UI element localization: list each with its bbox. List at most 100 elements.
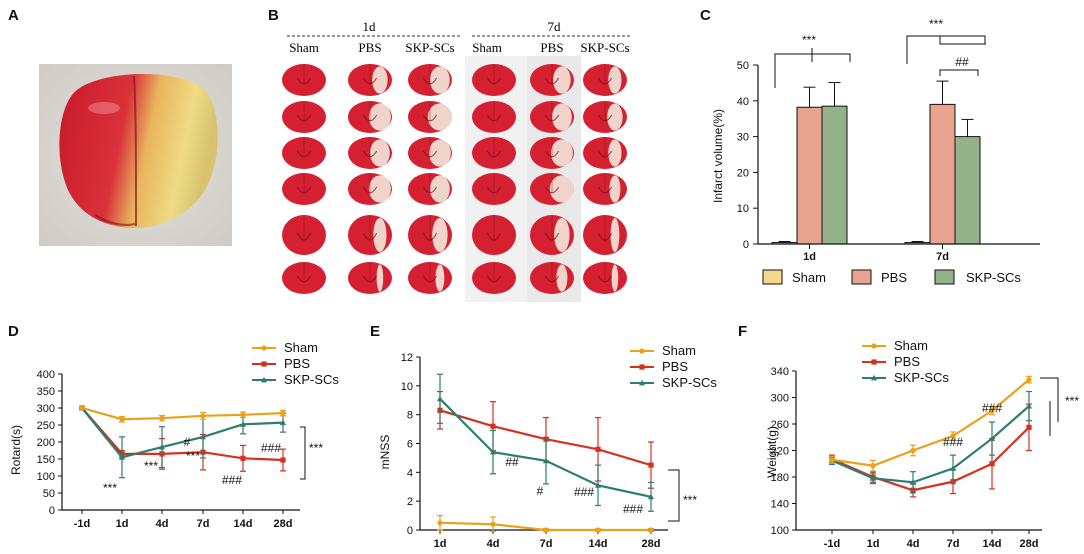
- chart-f-point-skp-scs: [870, 475, 876, 481]
- chart-d-xtick-label: 7d: [197, 518, 210, 530]
- chart-f-ytick-label: 300: [771, 393, 789, 405]
- chart-e-ytick-label: 0: [407, 525, 413, 537]
- chart-f-ytick-label: 260: [771, 419, 789, 431]
- chart-f-ytick-label: 220: [771, 446, 789, 458]
- chart-c-bracket-1d: [774, 48, 851, 88]
- chart-f-xtick-label: 28d: [1020, 538, 1039, 550]
- chart-d-legend-marker-pbs: [261, 361, 267, 367]
- chart-d-legend-label-sham: Sham: [284, 340, 318, 355]
- chart-c-bracket-7d-hash: [939, 69, 979, 76]
- chart-d-annotation: ***: [103, 481, 117, 495]
- time-header-1d: 1d: [363, 19, 377, 34]
- chart-d-legend-label-pbs: PBS: [284, 356, 310, 371]
- chart-c-xtick-label: 1d: [803, 251, 816, 263]
- chart-e-legend-marker-pbs: [639, 364, 645, 370]
- chart-d-ytick-label: 250: [37, 420, 55, 432]
- chart-d-annotation: ###: [261, 441, 281, 455]
- chart-e-point-sham: [648, 527, 654, 533]
- col-header-skp-1d: SKP-SCs: [405, 40, 454, 55]
- chart-d-ytick-label: 0: [49, 505, 55, 517]
- chart-d-annotation: ***: [186, 449, 200, 463]
- chart-e-ytick-label: 2: [407, 496, 413, 508]
- chart-f-point-skp-scs: [910, 479, 916, 485]
- chart-d-line-pbs: [81, 407, 284, 462]
- slice-lesion-4-1: [373, 218, 387, 252]
- chart-e-ylabel: mNSS: [378, 435, 392, 470]
- slice-lesion-1-5: [607, 103, 623, 131]
- chart-e-legend-marker-sham: [639, 348, 645, 354]
- brain-fissure: [133, 75, 137, 227]
- slice-lesion-2-5: [608, 139, 622, 167]
- chart-f-line-skp-scs: [831, 405, 1030, 484]
- chart-c-xtick-label: 7d: [936, 251, 949, 263]
- chart-d-ytick-label: 400: [37, 369, 55, 381]
- chart-e-annotation: ###: [623, 502, 643, 516]
- chart-d-xtick-label: -1d: [74, 518, 91, 530]
- chart-d-legend-marker-sham: [261, 345, 267, 351]
- chart-f-xtick-label: 14d: [983, 538, 1002, 550]
- slice-lesion-1-4: [552, 103, 572, 131]
- chart-e-xtick-label: 14d: [589, 538, 608, 550]
- chart-e-point-skp-scs: [543, 457, 549, 464]
- chart-e-xtick-label: 4d: [487, 538, 500, 550]
- chart-f-annotation: ***: [1065, 394, 1079, 408]
- chart-d-point-sham: [280, 410, 286, 416]
- chart-d-point-skp-scs: [200, 433, 206, 440]
- slice-lesion-0-4: [553, 66, 571, 94]
- chart-f-point-sham: [829, 457, 835, 463]
- chart-f-significance-bracket: [1040, 377, 1059, 436]
- chart-e-annotation: #: [537, 484, 544, 498]
- chart-d-ytick-label: 350: [37, 386, 55, 398]
- chart-c-ytick-label: 50: [737, 60, 749, 72]
- chart-d-point-pbs: [240, 455, 246, 461]
- slice-lesion-2-1: [370, 139, 390, 167]
- chart-e-legend-label-sham: Sham: [662, 343, 696, 358]
- time-header-7d: 7d: [548, 19, 562, 34]
- chart-e-xtick-label: 28d: [642, 538, 661, 550]
- chart-e-point-skp-scs: [437, 395, 443, 402]
- chart-d-point-skp-scs: [280, 419, 286, 426]
- chart-e-legend-label-skp-scs: SKP-SCs: [662, 375, 717, 390]
- slice-lesion-1-2: [427, 103, 452, 131]
- chart-d-point-sham: [159, 415, 165, 421]
- slice-lesion-3-5: [609, 175, 621, 203]
- chart-f-legend-marker-skp-scs: [871, 374, 877, 381]
- chart-d-annotation: ***: [309, 441, 323, 455]
- chart-e-ytick-label: 8: [407, 410, 413, 422]
- chart-e-point-pbs: [648, 462, 654, 468]
- chart-d-xtick-label: 1d: [116, 518, 129, 530]
- legend-c-swatch-pbs: [851, 269, 872, 285]
- bar-pbs-7d: [929, 103, 956, 245]
- slice-lesion-4-4: [554, 218, 570, 252]
- chart-f-xtick-label: 7d: [947, 538, 960, 550]
- chart-f-ytick-label: 100: [771, 525, 789, 537]
- chart-f-ytick-label: 180: [771, 472, 789, 484]
- chart-f-xtick-label: 4d: [907, 538, 920, 550]
- panel-letter-b: B: [268, 7, 279, 24]
- bar-skp-scs-1d: [821, 105, 848, 245]
- chart-d-annotation: ***: [144, 459, 158, 473]
- chart-d-annotation: #: [184, 435, 191, 449]
- brain-shape: [59, 73, 218, 228]
- legend-c-label-pbs: PBS: [881, 270, 907, 285]
- chart-d-point-skp-scs: [119, 454, 125, 460]
- chart-f-point-pbs: [989, 461, 995, 467]
- panel-letter-d: D: [8, 323, 19, 340]
- chart-d-legend-label-skp-scs: SKP-SCs: [284, 372, 339, 387]
- chart-f-point-sham: [1026, 377, 1032, 383]
- panel-b-slices: 1d 7d Sham PBS SKP-SCs Sham PBS SKP-SCs: [282, 19, 632, 302]
- legend-c-swatch-sham: [762, 269, 783, 285]
- chart-f-xtick-label: 1d: [867, 538, 880, 550]
- panel-letter-c: C: [700, 7, 711, 24]
- chart-c-infarct-volume: Infarct volume(%) 0 10 20 30 40 50 1d 7d *** *…: [711, 17, 1040, 285]
- chart-d-point-sham: [240, 412, 246, 418]
- chart-d-point-sham: [119, 416, 125, 422]
- slice-lesion-5-4: [556, 264, 568, 292]
- chart-c-yticks: 0 10 20 30 40 50: [737, 60, 758, 251]
- chart-e-point-sham: [437, 520, 443, 526]
- chart-e-point-sham: [595, 527, 601, 533]
- chart-e-annotation: ###: [574, 485, 594, 499]
- col-header-sham-7d: Sham: [472, 40, 502, 55]
- chart-d-legend-marker-skp-scs: [261, 376, 267, 383]
- chart-f-point-sham: [910, 447, 916, 454]
